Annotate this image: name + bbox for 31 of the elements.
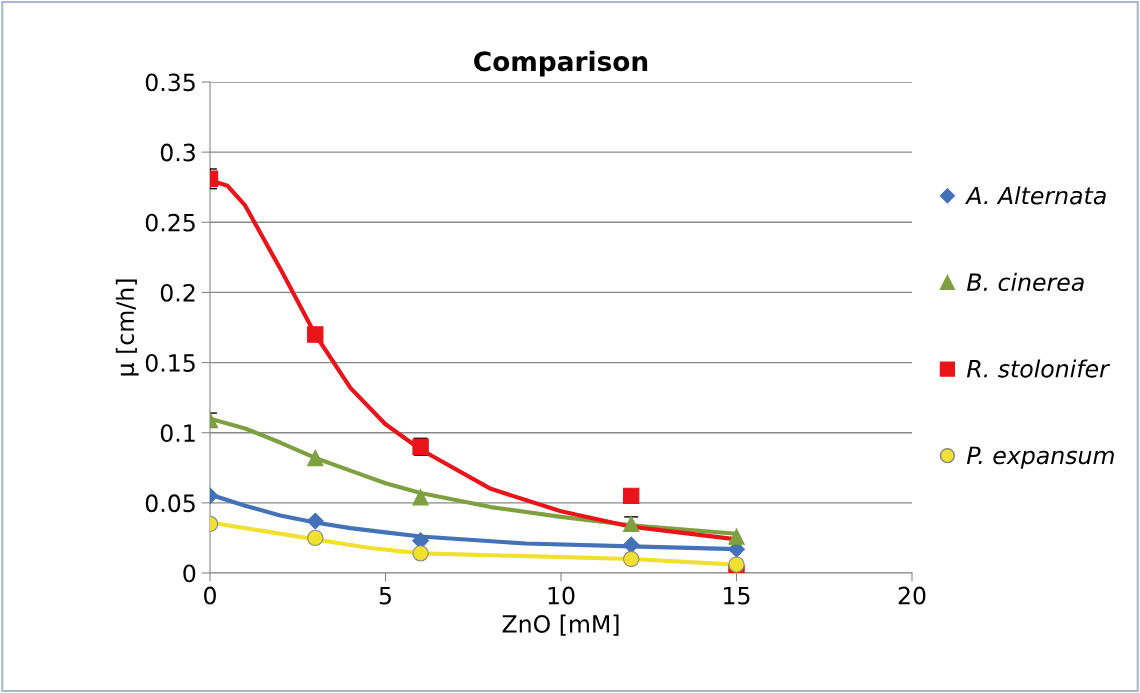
y-tick-label: 0.25	[145, 213, 195, 232]
y-tick-label: 0.15	[145, 354, 195, 372]
point	[307, 449, 324, 467]
point	[307, 326, 324, 343]
y-tick-label: 0.3	[160, 143, 195, 162]
y-axis-title: μ [cm/h]	[115, 279, 139, 376]
chart-title: Comparison	[474, 50, 648, 77]
x-tick-label: 10	[548, 586, 575, 605]
point	[307, 529, 324, 547]
point	[728, 556, 745, 573]
point	[306, 512, 324, 530]
x-tick-label: 20	[898, 586, 926, 605]
legend-label: B. cinerea	[966, 272, 1084, 292]
point	[623, 515, 640, 533]
point	[412, 489, 429, 506]
legend-label: A. Alternata	[965, 186, 1106, 205]
x-axis-title: ZnO [mM]	[502, 614, 619, 636]
legend-label: P. expansum	[966, 446, 1114, 469]
point	[728, 528, 745, 545]
point	[412, 545, 429, 562]
x-tick-label: 0	[204, 586, 216, 605]
y-tick-label: 0.35	[145, 73, 195, 92]
legend-label: R. stolonifer	[966, 359, 1111, 378]
x-tick-label: 15	[724, 586, 750, 605]
x-tick-label: 5	[379, 586, 391, 605]
y-tick-label: 0.1	[160, 424, 195, 443]
y-tick-label: 0.2	[160, 283, 195, 302]
y-tick-label: 0.05	[145, 494, 195, 513]
y-tick-label: 0	[183, 564, 196, 583]
point	[623, 550, 640, 568]
point	[623, 487, 640, 505]
